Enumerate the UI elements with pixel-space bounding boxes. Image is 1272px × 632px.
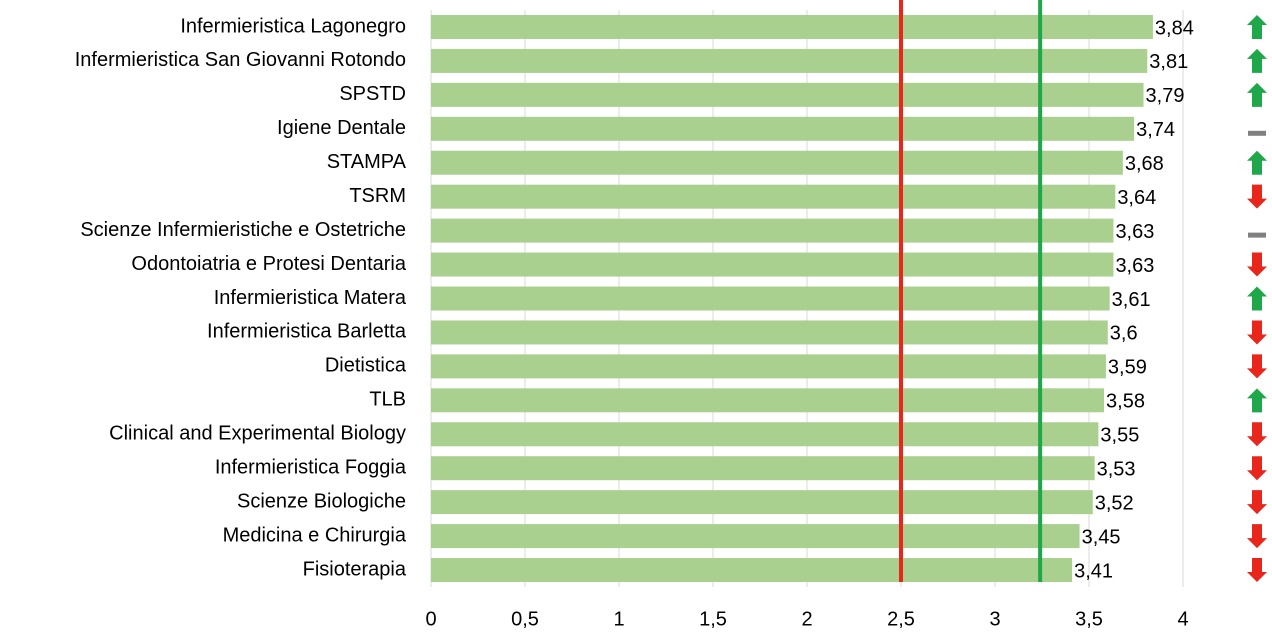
x-tick-label: 3 — [989, 608, 1000, 630]
category-label: Infermieristica Matera — [214, 287, 407, 309]
x-tick-label: 3,5 — [1075, 608, 1103, 630]
value-label: 3,84 — [1155, 17, 1194, 39]
trend-down — [1247, 320, 1267, 345]
trend-down — [1247, 252, 1267, 277]
category-label: Clinical and Experimental Biology — [109, 423, 406, 445]
value-label: 3,55 — [1100, 425, 1139, 447]
value-label: 3,59 — [1108, 357, 1147, 379]
x-tick-label: 4 — [1177, 608, 1188, 630]
bar — [431, 82, 1144, 107]
category-label: Scienze Infermieristiche e Ostetriche — [80, 219, 406, 241]
bar — [431, 388, 1105, 413]
category-label: Infermieristica Foggia — [215, 456, 407, 478]
bar — [431, 150, 1123, 175]
bar — [431, 558, 1073, 583]
value-label: 3,64 — [1117, 187, 1156, 209]
value-label: 3,53 — [1097, 458, 1136, 480]
bar — [431, 490, 1093, 515]
trend-down — [1247, 184, 1267, 209]
value-label: 3,58 — [1106, 391, 1145, 413]
value-label: 3,74 — [1136, 119, 1175, 141]
category-label: Fisioterapia — [303, 558, 407, 580]
bar — [431, 354, 1106, 379]
bar — [431, 14, 1153, 39]
value-label: 3,45 — [1082, 526, 1121, 548]
value-label: 3,63 — [1115, 221, 1154, 243]
x-tick-label: 0 — [425, 608, 436, 630]
trend-up — [1247, 82, 1267, 107]
bar — [431, 218, 1114, 243]
bar — [431, 456, 1095, 481]
bar — [431, 252, 1114, 277]
trend-up — [1247, 286, 1267, 311]
value-label: 3,81 — [1149, 51, 1188, 73]
trend-down — [1247, 524, 1267, 549]
trend-up — [1247, 150, 1267, 175]
category-label: TLB — [369, 389, 406, 411]
trend-up — [1247, 388, 1267, 413]
x-tick-label: 0,5 — [511, 608, 539, 630]
trend-down — [1247, 558, 1267, 583]
bar — [431, 184, 1116, 209]
category-label: Medicina e Chirurgia — [223, 524, 407, 546]
trend-up — [1247, 14, 1267, 39]
trend-down — [1247, 354, 1267, 379]
trend-down — [1247, 456, 1267, 481]
value-label: 3,68 — [1125, 153, 1164, 175]
trend-up — [1247, 48, 1267, 73]
category-label: Infermieristica San Giovanni Rotondo — [75, 49, 406, 71]
bar — [431, 320, 1108, 345]
value-label: 3,79 — [1146, 85, 1185, 107]
value-label: 3,63 — [1115, 255, 1154, 277]
value-label: 3,61 — [1112, 289, 1151, 311]
x-tick-label: 1 — [613, 608, 624, 630]
category-label: SPSTD — [339, 83, 406, 105]
x-tick-label: 2 — [801, 608, 812, 630]
category-label: Scienze Biologiche — [237, 490, 406, 512]
bar — [431, 524, 1080, 549]
trend-flat — [1248, 232, 1266, 238]
trend-down — [1247, 490, 1267, 515]
bar — [431, 286, 1110, 311]
trend-down — [1247, 422, 1267, 447]
value-label: 3,52 — [1095, 492, 1134, 514]
category-label: TSRM — [349, 185, 406, 207]
x-tick-label: 2,5 — [887, 608, 915, 630]
category-label: Infermieristica Barletta — [207, 321, 407, 343]
value-label: 3,41 — [1074, 560, 1113, 582]
category-label: Odontoiatria e Protesi Dentaria — [131, 253, 406, 275]
value-label: 3,6 — [1110, 323, 1138, 345]
bar — [431, 422, 1099, 447]
x-tick-label: 1,5 — [699, 608, 727, 630]
bar — [431, 48, 1148, 73]
category-label: Dietistica — [325, 355, 407, 377]
category-label: Igiene Dentale — [277, 117, 406, 139]
trend-flat — [1248, 130, 1266, 136]
bar — [431, 116, 1135, 141]
category-label: STAMPA — [327, 151, 407, 173]
category-label: Infermieristica Lagonegro — [180, 15, 406, 37]
